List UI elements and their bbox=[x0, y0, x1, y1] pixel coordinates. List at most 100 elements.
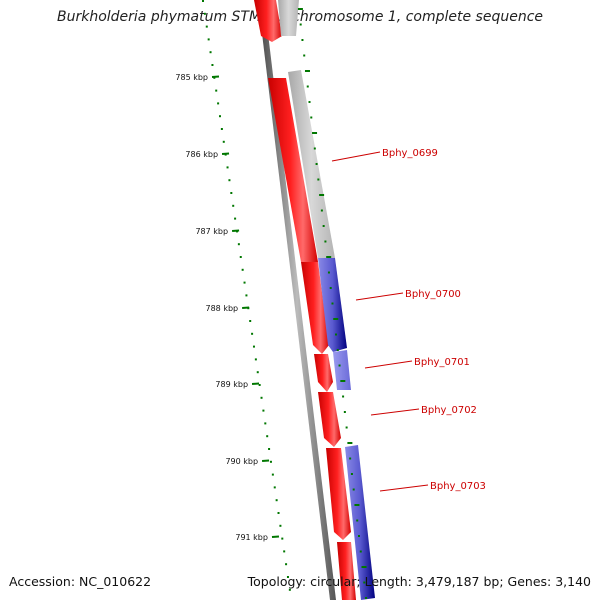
gc-dash bbox=[359, 550, 362, 553]
gc-dot bbox=[209, 51, 212, 54]
gc-dash bbox=[336, 349, 339, 351]
gc-dash bbox=[299, 23, 302, 26]
cds-unannotated bbox=[278, 0, 299, 36]
scale-tick bbox=[232, 229, 240, 232]
gc-dot bbox=[262, 409, 265, 412]
scale-tick bbox=[271, 535, 280, 538]
gc-dash bbox=[354, 504, 360, 506]
gc-dash bbox=[312, 132, 318, 134]
gc-dot bbox=[277, 512, 280, 514]
gc-dash bbox=[357, 535, 360, 537]
gc-dot bbox=[249, 320, 252, 322]
cds-forward bbox=[254, 0, 282, 42]
gc-dot bbox=[279, 524, 282, 527]
gc-dot bbox=[243, 281, 246, 284]
backbone-track bbox=[258, 0, 336, 600]
gc-dash bbox=[304, 70, 310, 72]
scale-tick-label: 786 kbp bbox=[185, 150, 218, 159]
gc-dot bbox=[258, 384, 261, 386]
gc-dot bbox=[254, 358, 257, 361]
gc-dot bbox=[275, 499, 278, 502]
gc-dot bbox=[273, 486, 276, 489]
gc-dot bbox=[226, 166, 229, 169]
cds-forward bbox=[301, 262, 329, 354]
gc-ticks bbox=[202, 0, 368, 599]
cds-forward bbox=[326, 448, 351, 540]
tick-labels: 785 kbp 786 kbp 787 kbp 788 kbp 789 kbp 790 k… bbox=[175, 73, 268, 542]
gc-dot bbox=[288, 588, 291, 591]
label-leader bbox=[331, 151, 381, 162]
gc-dash bbox=[324, 240, 327, 243]
gc-dash bbox=[350, 473, 353, 475]
gc-dash bbox=[322, 225, 325, 227]
scale-ticks bbox=[211, 75, 280, 538]
gc-dot bbox=[283, 550, 286, 553]
gc-dot bbox=[271, 473, 274, 476]
gc-dot bbox=[228, 179, 231, 182]
gc-dash bbox=[333, 318, 339, 320]
gc-dot bbox=[285, 563, 288, 566]
scale-tick bbox=[262, 459, 270, 462]
label-leader bbox=[364, 360, 413, 369]
scale-tick-label: 787 kbp bbox=[195, 227, 228, 236]
gc-dot bbox=[286, 576, 289, 578]
gc-dash bbox=[310, 116, 313, 119]
gc-dash bbox=[338, 364, 341, 367]
gc-dot bbox=[205, 25, 208, 28]
scale-tick bbox=[211, 75, 220, 78]
gc-dot bbox=[252, 345, 255, 348]
gc-dot bbox=[281, 537, 284, 540]
gc-dash bbox=[319, 194, 325, 196]
gc-dot bbox=[241, 268, 244, 271]
scale-tick-label: 789 kbp bbox=[215, 380, 248, 389]
gc-dash bbox=[297, 8, 303, 10]
cds-forward bbox=[268, 78, 318, 262]
gc-dash bbox=[361, 566, 367, 568]
gc-dash bbox=[340, 380, 346, 382]
cds-forward bbox=[337, 542, 356, 600]
gc-dash bbox=[326, 256, 332, 258]
gc-dash bbox=[356, 519, 359, 522]
gc-dash bbox=[308, 101, 311, 103]
gc-dash bbox=[363, 581, 366, 584]
gene-label-bphy-0700[interactable]: Bphy_0700 bbox=[405, 289, 461, 300]
gc-dot bbox=[266, 435, 269, 438]
gene-label-bphy-0699[interactable]: Bphy_0699 bbox=[382, 148, 438, 159]
gc-dot bbox=[218, 115, 221, 118]
gene-label-bphy-0701[interactable]: Bphy_0701 bbox=[414, 357, 470, 368]
gc-dot bbox=[202, 0, 204, 2]
gc-dash bbox=[327, 271, 330, 274]
gc-dot bbox=[260, 396, 263, 399]
gc-dot bbox=[232, 204, 235, 207]
gc-dash bbox=[329, 287, 332, 289]
label-leader bbox=[355, 292, 404, 301]
gc-dot bbox=[268, 448, 271, 450]
gc-dash bbox=[343, 411, 346, 413]
gc-dash bbox=[365, 597, 368, 599]
gc-dash bbox=[347, 442, 353, 444]
gc-dot bbox=[230, 192, 233, 194]
gc-dash bbox=[303, 54, 306, 57]
gc-dot bbox=[245, 294, 248, 297]
cds-unannotated bbox=[288, 70, 335, 258]
gc-dash bbox=[335, 333, 338, 336]
map-title: Burkholderia phymatum STM815 chromosome … bbox=[56, 9, 543, 25]
gene-label-bphy-0703[interactable]: Bphy_0703 bbox=[430, 481, 486, 492]
gc-dash bbox=[313, 147, 316, 150]
gc-dash bbox=[342, 395, 345, 398]
gene-label-bphy-0702[interactable]: Bphy_0702 bbox=[421, 405, 477, 416]
gc-dot bbox=[264, 422, 267, 425]
gc-dot bbox=[251, 332, 254, 335]
cds-reverse bbox=[318, 258, 347, 352]
gc-dash bbox=[320, 209, 323, 212]
gc-dot bbox=[256, 371, 259, 374]
label-leader bbox=[379, 484, 429, 492]
scale-tick-label: 788 kbp bbox=[206, 304, 239, 313]
genome-stats: Topology: circular; Length: 3,479,187 bp… bbox=[247, 574, 591, 589]
accession-label: Accession: NC_010622 bbox=[9, 574, 152, 589]
gc-dash bbox=[345, 426, 348, 429]
cds-forward bbox=[314, 354, 333, 392]
gc-dot bbox=[220, 128, 223, 130]
scale-tick-label: 790 kbp bbox=[225, 457, 258, 466]
